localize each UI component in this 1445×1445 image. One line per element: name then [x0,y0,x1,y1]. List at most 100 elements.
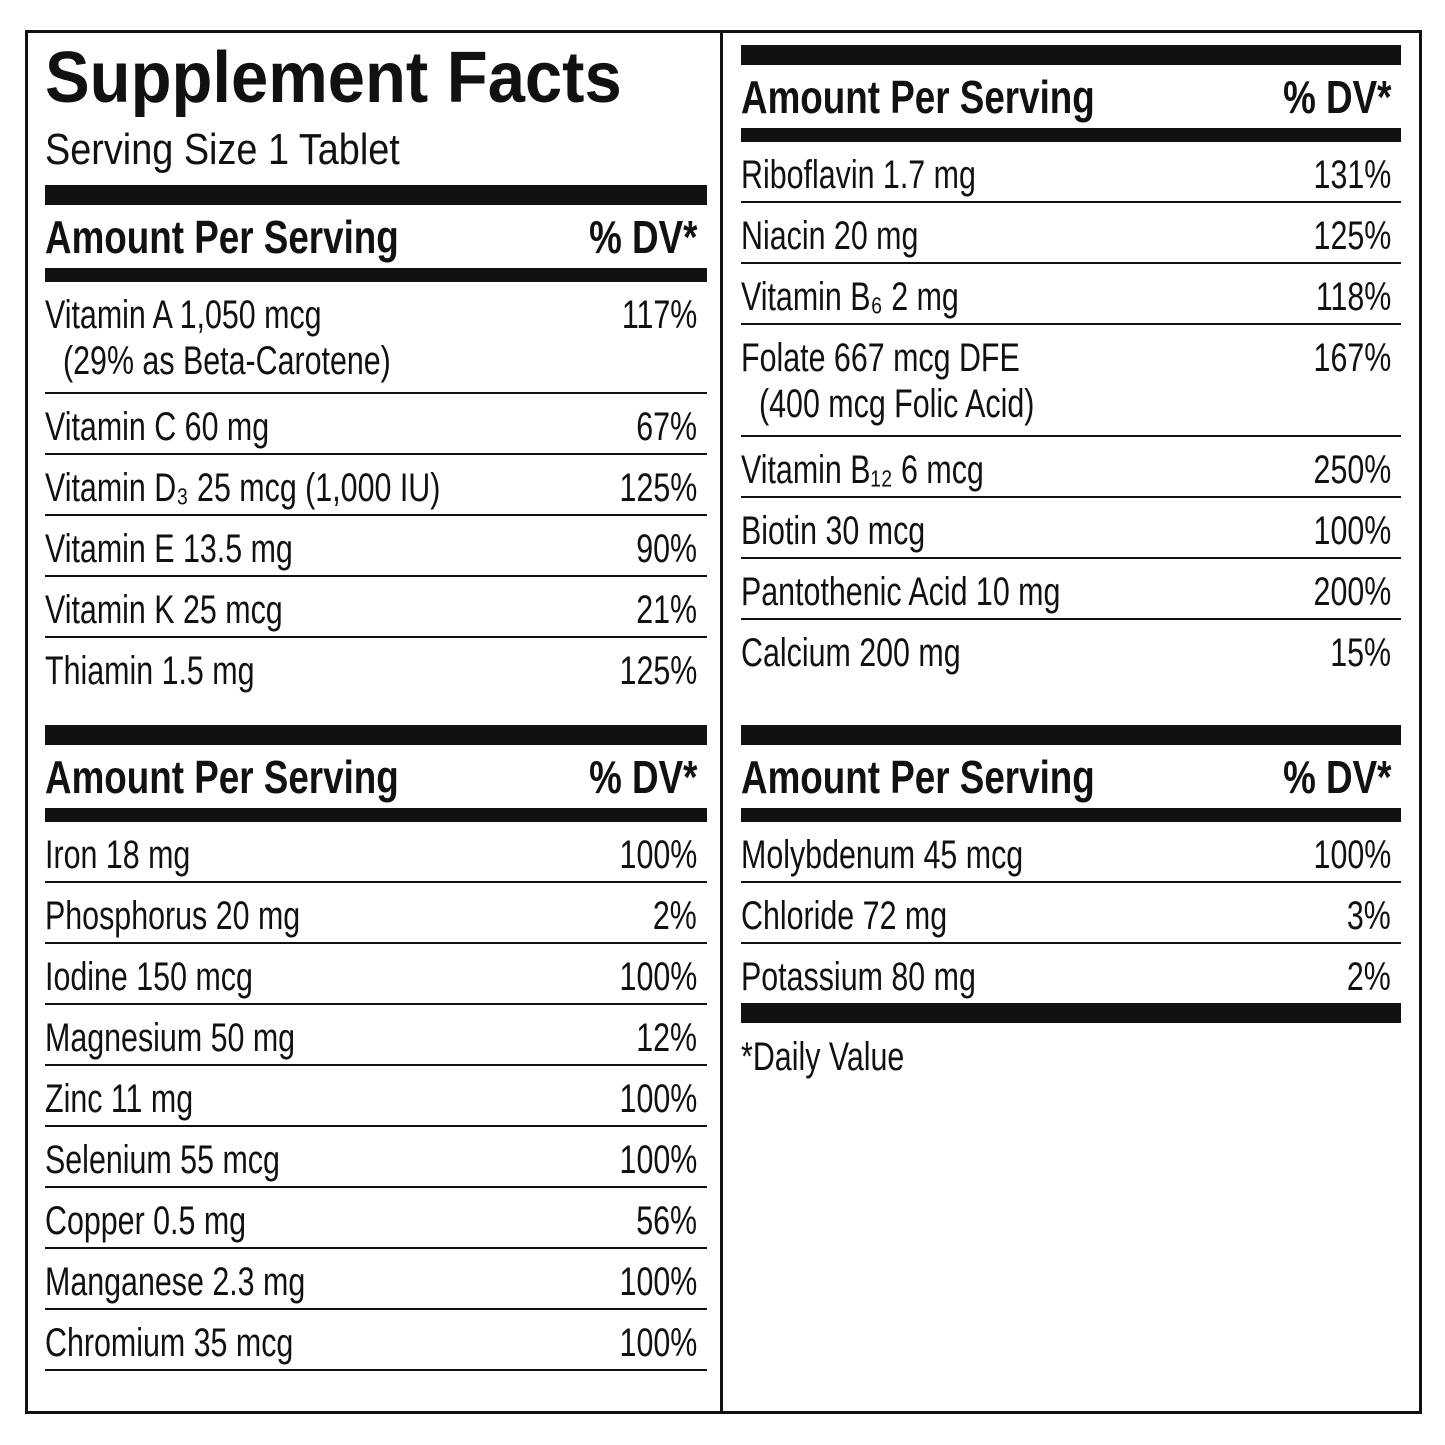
title: Supplement Facts [45,38,665,118]
dv-text: 125% [619,649,697,693]
column-header: Amount Per Serving % DV* [741,745,1401,808]
dv-header: % DV* [1282,750,1391,803]
nutrient-name: Calcium 200 mg [741,620,1030,679]
nutrient-row: Vitamin B₆ 2 mg 118% [741,264,1401,325]
thick-rule [45,268,707,282]
dv-text: 100% [619,833,697,877]
name-text: Vitamin B₁₂ 6 mcg [741,448,984,492]
name-text: Magnesium 50 mg [45,1016,296,1060]
daily-value: 118% [1292,264,1391,323]
dv-text: 21% [636,588,697,632]
nutrient-row: Vitamin D₃ 25 mcg (1,000 IU) 125% [45,455,707,516]
nutrient-name: Vitamin K 25 mcg [45,577,358,636]
dv-text: 200% [1313,570,1391,614]
nutrient-row: Iron 18 mg 100% [45,822,707,883]
column-header: Amount Per Serving % DV* [45,745,707,808]
nutrient-row: Folate 667 mcg DFE (400 mcg Folic Acid) 16… [741,325,1401,437]
dv-text: 100% [1313,509,1391,553]
name-text: Vitamin B₆ 2 mg [741,275,959,319]
rows: Vitamin A 1,050 mcg (29% as Beta-Carotene… [45,282,707,697]
dv-text: 125% [619,466,697,510]
nutrient-row: Vitamin B₁₂ 6 mcg 250% [741,437,1401,498]
daily-value: 100% [1289,498,1391,557]
nutrient-name: Vitamin B₆ 2 mg [741,264,1028,323]
serving-size-text: Serving Size 1 Tablet [45,125,400,174]
thick-rule [741,808,1401,822]
nutrient-row: Magnesium 50 mg 12% [45,1005,707,1066]
nutrient-name: Folate 667 mcg DFE (400 mcg Folic Acid) [741,325,1121,435]
dv-text: 67% [636,405,697,449]
nutrient-name: Zinc 11 mg [45,1066,240,1125]
name-text: Biotin 30 mcg [741,509,926,553]
title-text: Supplement Facts [45,38,622,118]
nutrient-note: (29% as Beta-Carotene) [63,339,391,383]
daily-value: 90% [617,516,697,575]
name-text: Iodine 150 mcg [45,955,253,999]
amount-header: Amount Per Serving [741,70,1095,123]
dv-header: % DV* [1282,70,1391,123]
nutrient-row: Copper 0.5 mg 56% [45,1188,707,1249]
name-text: Folate 667 mcg DFE [741,336,1020,380]
nutrient-row: Potassium 80 mg 2% [741,944,1401,1003]
nutrient-name: Vitamin B₁₂ 6 mcg [741,437,1061,496]
name-text: Vitamin E 13.5 mg [45,527,293,571]
name-text: Selenium 55 mcg [45,1138,280,1182]
name-text: Molybdenum 45 mcg [741,833,1024,877]
dv-header: % DV* [588,210,697,263]
daily-value: 131% [1289,142,1391,201]
dv-text: 100% [619,1260,697,1304]
dv-text: 15% [1330,631,1391,675]
name-text: Vitamin D₃ 25 mcg (1,000 IU) [45,466,441,510]
daily-value: 125% [595,638,697,697]
nutrient-name: Molybdenum 45 mcg [741,822,1112,881]
thick-rule [741,128,1401,142]
nutrient-note: (400 mcg Folic Acid) [759,382,1035,426]
column-divider [720,30,723,1414]
nutrient-name: Phosphorus 20 mg [45,883,381,942]
nutrient-row: Chloride 72 mg 3% [741,883,1401,944]
nutrient-name: Vitamin C 60 mg [45,394,340,453]
nutrient-name: Magnesium 50 mg [45,1005,374,1064]
daily-value: 167% [1289,325,1391,435]
amount-header: Amount Per Serving [45,210,399,263]
thick-rule [45,725,707,745]
nutrient-name: Vitamin D₃ 25 mcg (1,000 IU) [45,455,565,514]
nutrient-name: Chloride 72 mg [741,883,1012,942]
rows: Riboflavin 1.7 mg 131% Niacin 20 mg 125% Vit… [741,142,1401,679]
name-text: Pantothenic Acid 10 mg [741,570,1061,614]
thick-rule [741,725,1401,745]
name-text: Zinc 11 mg [45,1077,194,1121]
nutrient-name: Iodine 150 mcg [45,944,319,1003]
dv-text: 125% [1313,214,1391,258]
daily-value: 125% [1289,203,1391,262]
nutrient-name: Copper 0.5 mg [45,1188,310,1247]
dv-text: 2% [1347,955,1391,999]
nutrient-row: Zinc 11 mg 100% [45,1066,707,1127]
dv-text: 131% [1313,153,1391,197]
daily-value: 67% [617,394,697,453]
thick-rule [45,808,707,822]
nutrient-row: Iodine 150 mcg 100% [45,944,707,1005]
rows: Molybdenum 45 mcg 100% Chloride 72 mg 3% Pot… [741,822,1401,1003]
dv-text: 56% [636,1199,697,1243]
note-wrap: (29% as Beta-Carotene) [45,339,494,383]
amount-header: Amount Per Serving [741,750,1095,803]
daily-value: 100% [595,1066,697,1125]
dv-text: 2% [653,894,697,938]
section: Amount Per Serving % DV* Iron 18 mg 100% Pho… [45,725,707,1371]
nutrient-name: Niacin 20 mg [741,203,974,262]
name-text: Vitamin C 60 mg [45,405,270,449]
nutrient-row: Thiamin 1.5 mg 125% [45,638,707,697]
nutrient-name: Vitamin E 13.5 mg [45,516,371,575]
daily-value: 21% [617,577,697,636]
column-header: Amount Per Serving % DV* [45,205,707,268]
name-text: Phosphorus 20 mg [45,894,301,938]
nutrient-name: Potassium 80 mg [741,944,1050,1003]
daily-value: 117% [598,282,697,392]
nutrient-name: Vitamin A 1,050 mcg (29% as Beta-Carotene… [45,282,494,392]
name-text: Riboflavin 1.7 mg [741,153,976,197]
daily-value: 250% [1289,437,1391,496]
nutrient-row: Manganese 2.3 mg 100% [45,1249,707,1310]
section: Amount Per Serving % DV* Vitamin A 1,050 m… [45,185,707,697]
